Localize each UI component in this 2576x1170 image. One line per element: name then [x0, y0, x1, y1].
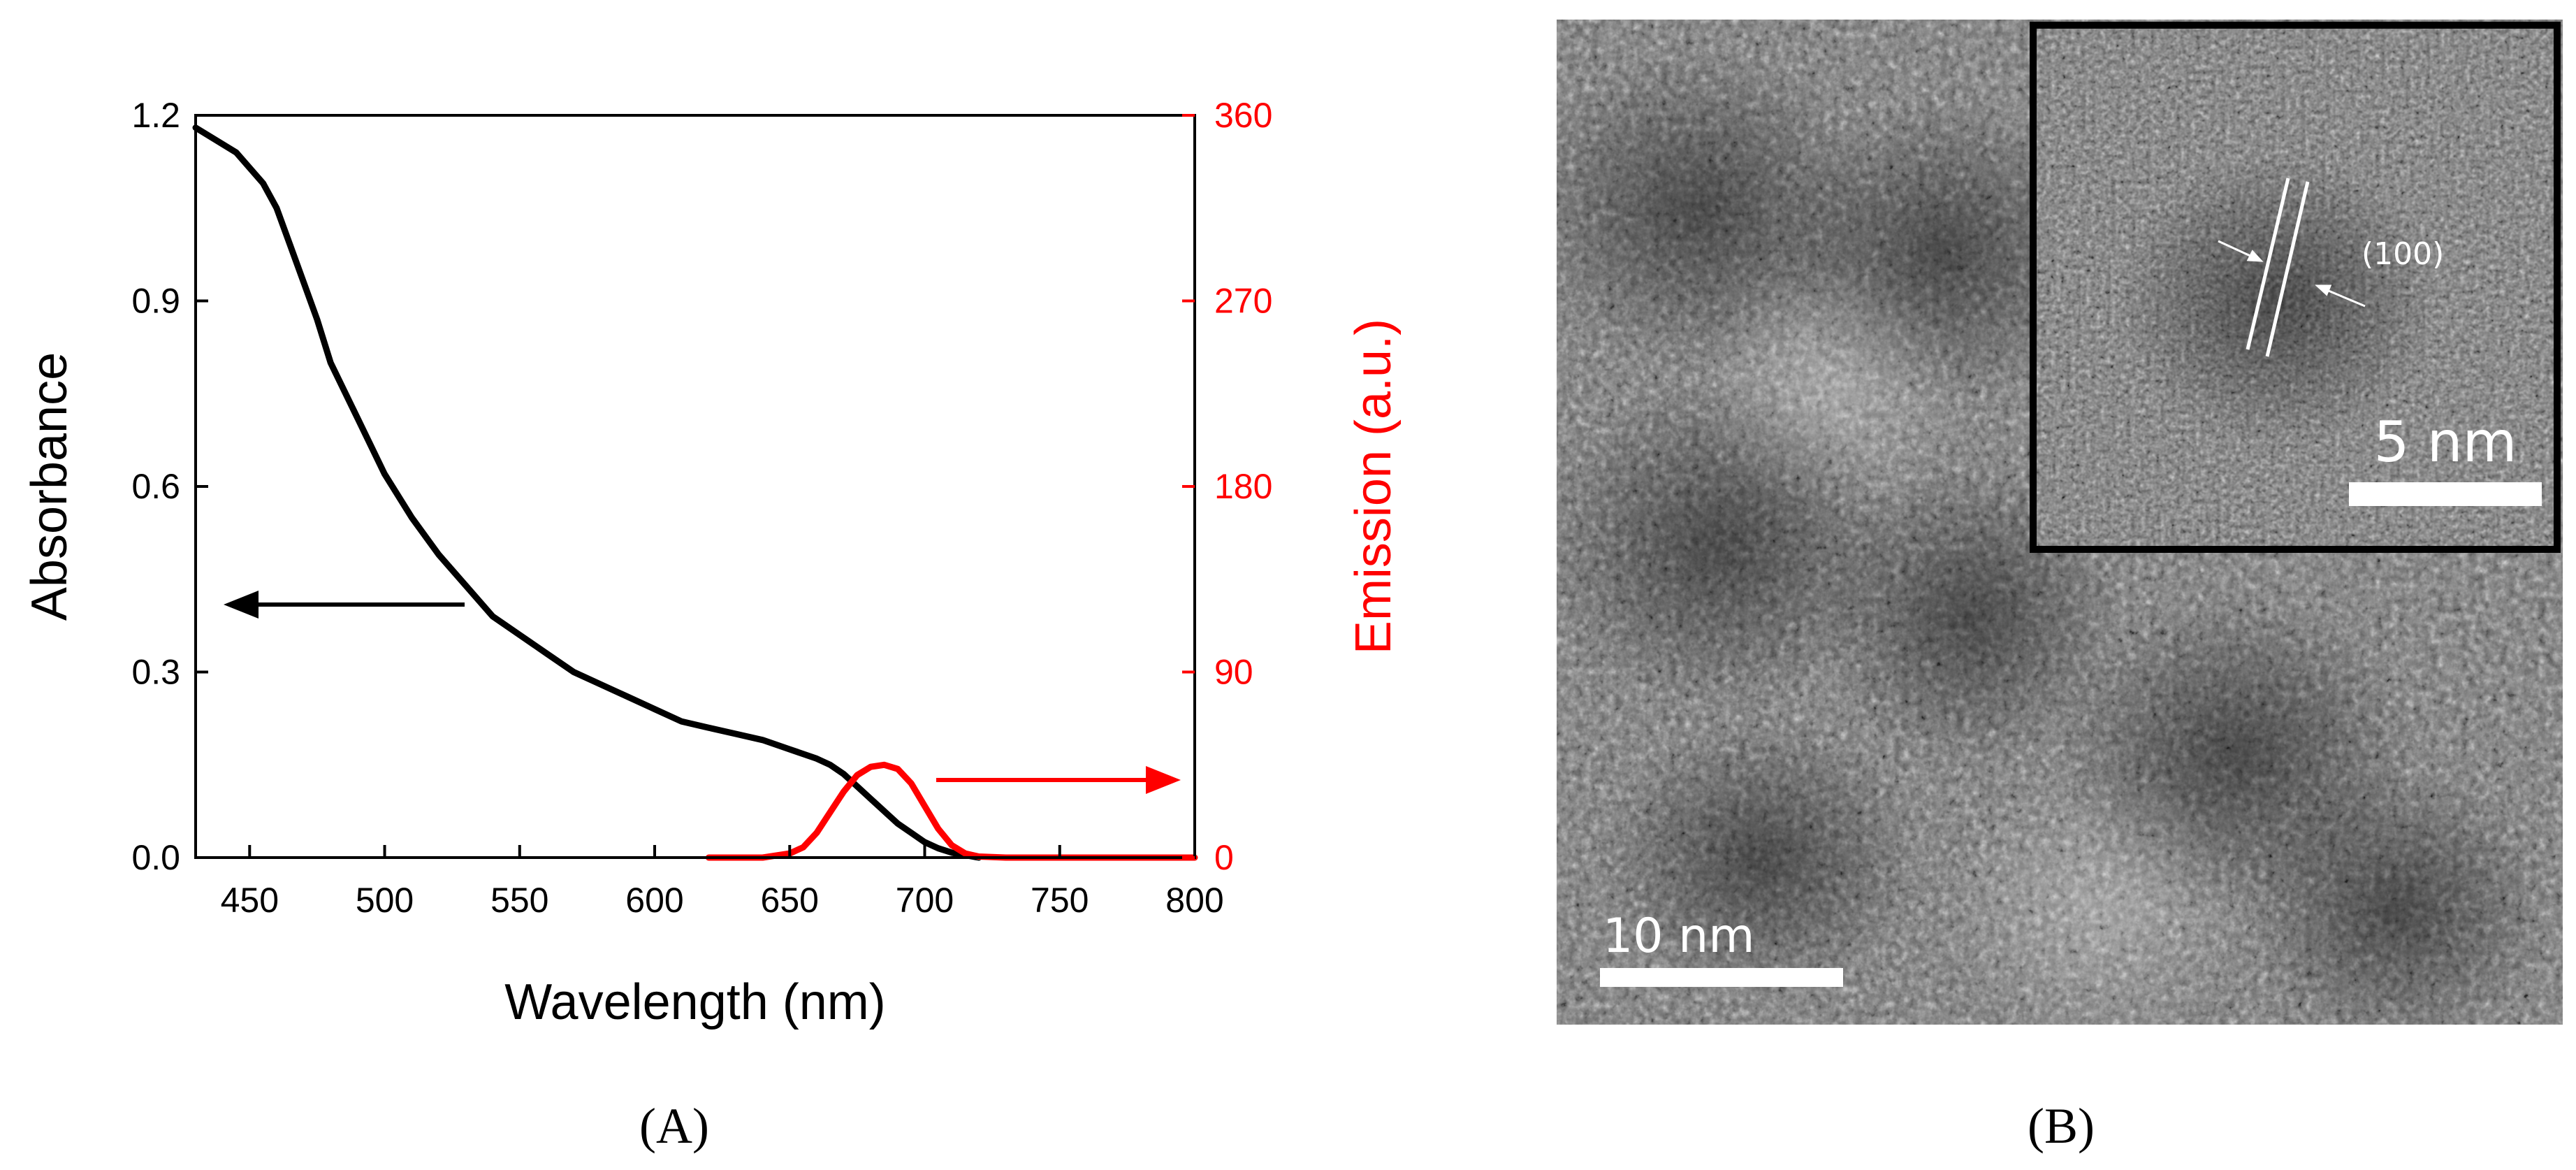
emission-series-line [705, 761, 1198, 861]
right-y-tick-label: 0 [1214, 838, 1234, 877]
x-tick-label: 650 [761, 881, 819, 920]
absorbance-arrow [224, 591, 465, 619]
left-y-tick-label: 0.3 [131, 653, 180, 692]
right-y-tick-label: 270 [1214, 282, 1272, 321]
right-y-tick-label: 180 [1214, 467, 1272, 506]
tem-inset: (100) 5 nm [2030, 22, 2561, 553]
absorbance-series-line [192, 124, 982, 861]
x-tick-label: 700 [896, 881, 954, 920]
absorbance-emission-chart: 450 500 550 600 650 700 750 800 0.0 0.3 0.6 0.9 1.2 0… [22, 96, 1402, 1154]
x-tick-label: 450 [221, 881, 279, 920]
left-y-tick-label: 1.2 [131, 96, 180, 135]
scale-bar-label: 10 nm [1603, 909, 1754, 964]
plot-frame [194, 114, 1196, 859]
panel-label-b: (B) [2028, 1098, 2095, 1154]
plot-area [192, 124, 1198, 861]
x-tick-label: 600 [625, 881, 683, 920]
left-y-tick-label: 0.0 [131, 838, 180, 877]
inset-scale-bar [2349, 482, 2542, 506]
x-axis-title: Wavelength (nm) [504, 974, 886, 1030]
emission-arrow [936, 766, 1181, 794]
right-y-tick-label: 360 [1214, 96, 1272, 135]
panel-label-a: (A) [639, 1098, 709, 1154]
fringe-spacing-arrows [2218, 240, 2366, 308]
right-y-tick-label: 90 [1214, 653, 1253, 692]
scale-bar [1600, 968, 1843, 987]
left-axis-title: Absorbance [22, 352, 78, 621]
x-tick-label: 750 [1031, 881, 1089, 920]
left-y-tick-label: 0.6 [131, 467, 180, 506]
lattice-fringe-lines [2246, 178, 2310, 357]
x-tick-label: 800 [1165, 881, 1223, 920]
right-axis-title: Emission (a.u.) [1346, 319, 1402, 654]
tem-micrograph: (100) 5 nm 10 nm (B) [1557, 20, 2563, 1154]
axis-ticks: 450 500 550 600 650 700 750 800 0.0 0.3 0.6 0.9 1.2 0… [131, 96, 1272, 920]
x-tick-label: 500 [356, 881, 414, 920]
left-y-tick-label: 0.9 [131, 282, 180, 321]
lattice-plane-label: (100) [2362, 236, 2444, 272]
inset-scale-bar-label: 5 nm [2374, 410, 2517, 475]
x-tick-label: 550 [490, 881, 548, 920]
